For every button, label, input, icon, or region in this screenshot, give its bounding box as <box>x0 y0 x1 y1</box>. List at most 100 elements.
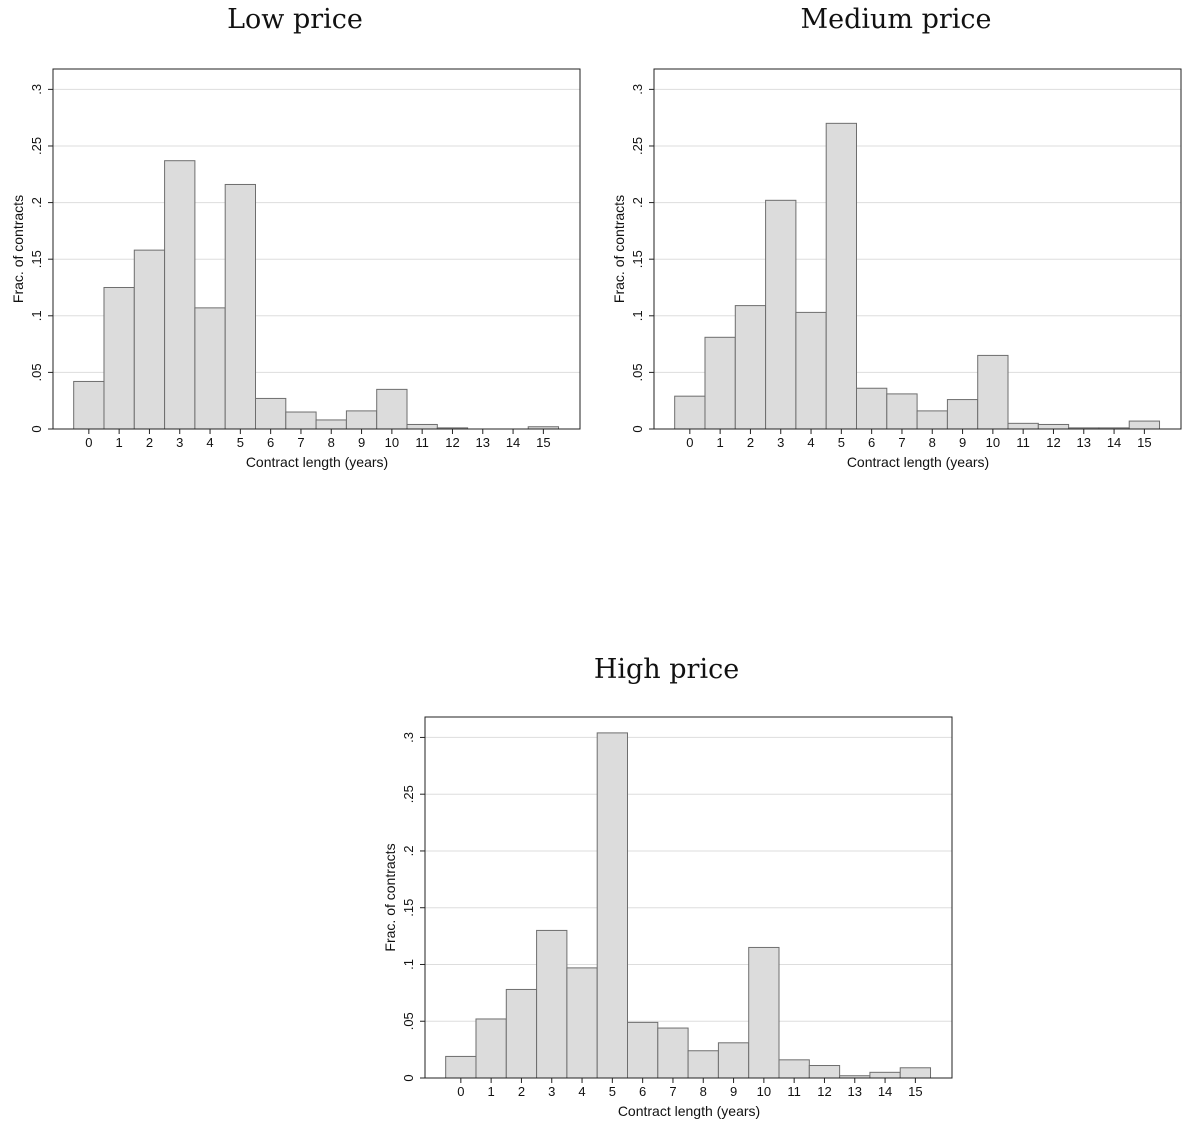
x-tick-label: 2 <box>747 435 754 450</box>
x-tick-label: 3 <box>548 1084 555 1099</box>
bar <box>315 419 347 430</box>
x-tick-label: 10 <box>385 435 399 450</box>
chart-panel-high-price: High price 0.05.1.15.2.25.3 0 1 2 3 4 5 6 7 8 9 10 1… <box>375 650 965 1124</box>
chart-panel-medium-price: Medium price 0.05.1.15.2.25.3 0 1 2 3 4 5 6 7 8 9 1… <box>600 0 1183 480</box>
bar <box>445 1055 477 1079</box>
y-tick-label: .05 <box>29 363 44 381</box>
bar <box>855 387 888 430</box>
y-tick-label: .1 <box>401 959 416 970</box>
plot-frame <box>52 68 581 430</box>
y-tick-label: 0 <box>401 1074 416 1081</box>
bar <box>345 410 378 430</box>
x-tick-label: 15 <box>536 435 550 450</box>
y-tick-label: .1 <box>29 310 44 321</box>
x-tick-label: 8 <box>328 435 335 450</box>
bar <box>1128 420 1161 430</box>
bar <box>475 1018 507 1079</box>
bar <box>224 183 256 430</box>
bar <box>946 399 979 430</box>
chart-title: Low price <box>227 4 363 35</box>
bar <box>164 160 196 430</box>
plot-frame <box>424 716 953 1079</box>
x-tick-label: 6 <box>639 1084 646 1099</box>
bar <box>1007 422 1039 430</box>
y-tick-label: .05 <box>401 1012 416 1030</box>
y-tick-label: 0 <box>630 425 645 432</box>
bar <box>687 1050 719 1079</box>
bar <box>596 732 628 1079</box>
x-tick-label: 11 <box>415 435 429 450</box>
y-tick-label: .3 <box>29 84 44 95</box>
chart-title: Medium price <box>800 4 992 35</box>
bar <box>285 411 317 430</box>
bar <box>916 410 948 430</box>
x-tick-label: 5 <box>237 435 244 450</box>
x-tick-label: 10 <box>986 435 1000 450</box>
y-tick-label: .05 <box>630 363 645 381</box>
bar <box>765 199 797 430</box>
y-tick-label: .2 <box>29 197 44 208</box>
bar <box>406 423 438 430</box>
bar <box>808 1065 841 1079</box>
x-tick-label: 5 <box>609 1084 616 1099</box>
x-tick-label: 12 <box>1046 435 1060 450</box>
bar <box>734 305 767 430</box>
x-tick-label: 13 <box>1077 435 1091 450</box>
x-tick-label: 3 <box>176 435 183 450</box>
bar <box>704 336 736 430</box>
x-tick-label: 0 <box>686 435 693 450</box>
y-tick-label: .3 <box>401 732 416 743</box>
bar <box>194 307 226 430</box>
x-tick-label: 10 <box>757 1084 771 1099</box>
bar <box>899 1067 932 1079</box>
x-tick-label: 3 <box>777 435 784 450</box>
bar <box>977 354 1009 430</box>
y-tick-label: .15 <box>401 899 416 917</box>
y-tick-label: .3 <box>630 84 645 95</box>
y-axis-label: Frac. of contracts <box>10 195 26 303</box>
bar <box>825 122 857 430</box>
x-tick-label: 1 <box>488 1084 495 1099</box>
x-tick-label: 4 <box>578 1084 585 1099</box>
x-tick-label: 8 <box>700 1084 707 1099</box>
y-tick-label: .25 <box>29 137 44 155</box>
histogram-chart: 0.05.1.15.2.25.30 1 2 3 4 5 6 7 8 9 10 11 12 13 14 15Co… <box>382 716 953 1119</box>
bar <box>73 380 105 430</box>
y-tick-label: .25 <box>401 785 416 803</box>
bar <box>886 393 918 430</box>
chart-panel-low-price: Low price 0.05.1.15.2.25.3 0 1 2 3 4 5 6 7 8 9 10 11… <box>0 0 590 480</box>
y-tick-label: .15 <box>630 250 645 268</box>
x-tick-label: 12 <box>445 435 459 450</box>
x-tick-label: 12 <box>817 1084 831 1099</box>
x-axis-label: Contract length (years) <box>246 454 388 470</box>
x-tick-label: 15 <box>908 1084 922 1099</box>
x-tick-label: 13 <box>848 1084 862 1099</box>
bar <box>674 395 706 430</box>
bar <box>254 397 287 430</box>
bar <box>748 946 780 1079</box>
x-tick-label: 14 <box>506 435 520 450</box>
x-tick-label: 13 <box>476 435 490 450</box>
x-tick-label: 6 <box>267 435 274 450</box>
x-tick-label: 0 <box>457 1084 464 1099</box>
bar <box>869 1071 901 1079</box>
histogram-chart: 0.05.1.15.2.25.30 1 2 3 4 5 6 7 8 9 10 11 12 13 14 15Co… <box>10 68 581 470</box>
x-tick-label: 8 <box>929 435 936 450</box>
x-tick-label: 4 <box>206 435 213 450</box>
x-axis-label: Contract length (years) <box>847 454 989 470</box>
y-tick-label: .2 <box>630 197 645 208</box>
x-tick-label: 2 <box>518 1084 525 1099</box>
x-tick-label: 9 <box>358 435 365 450</box>
bar <box>536 929 568 1079</box>
y-axis-label: Frac. of contracts <box>382 843 398 951</box>
y-tick-label: .1 <box>630 310 645 321</box>
x-tick-label: 5 <box>838 435 845 450</box>
x-tick-label: 14 <box>878 1084 892 1099</box>
x-tick-label: 7 <box>898 435 905 450</box>
x-axis-label: Contract length (years) <box>618 1103 760 1119</box>
bar <box>717 1042 750 1079</box>
x-tick-label: 4 <box>807 435 814 450</box>
histogram-chart: 0.05.1.15.2.25.30 1 2 3 4 5 6 7 8 9 10 11 12 13 14 15Co… <box>611 68 1182 470</box>
x-tick-label: 6 <box>868 435 875 450</box>
bar <box>103 286 135 430</box>
